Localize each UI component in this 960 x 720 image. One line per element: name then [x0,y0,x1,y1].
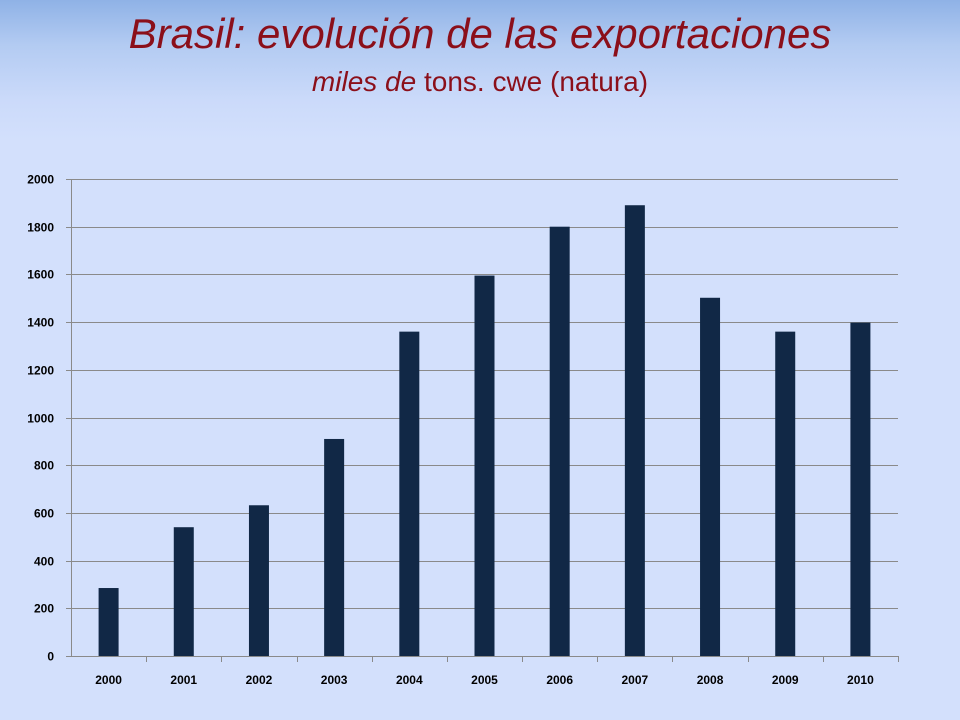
x-tick-label: 2010 [847,673,874,687]
bar-2005 [474,275,495,656]
y-tick-label: 1800 [27,221,54,235]
x-tick-label: 2002 [246,673,273,687]
slide-subtitle: miles de tons. cwe (natura) [0,66,960,98]
bar-2009 [775,331,796,656]
y-tick-label: 0 [47,650,54,664]
y-tick-label: 1200 [27,364,54,378]
y-tick-labels: 0 200 400 600 800 1000 1200 1400 1600 1800 2000 [27,173,54,664]
y-tick-label: 1600 [27,268,54,282]
bars [98,205,871,657]
axes [66,179,899,662]
x-tick-label: 2006 [546,673,573,687]
bar-2000 [98,588,119,656]
x-tick-label: 2009 [772,673,799,687]
bar-2007 [624,205,645,657]
x-tick-label: 2005 [471,673,498,687]
y-tick-label: 600 [34,507,54,521]
subtitle-rest: tons. cwe (natura) [416,66,649,97]
bar-2010 [850,322,871,656]
x-tick-label: 2007 [622,673,649,687]
y-tick-label: 200 [34,602,54,616]
bar-2001 [173,527,194,656]
x-tick-label: 2008 [697,673,724,687]
bar-2004 [399,331,420,656]
slide-title: Brasil: evolución de las exportaciones [128,10,832,57]
bar-2003 [324,438,345,656]
bar-2002 [248,505,269,656]
x-tick-label: 2003 [321,673,348,687]
subtitle-italic: miles de [311,66,417,97]
x-tick-labels: 2000 2001 2002 2003 2004 2005 2006 2007 2008 2009… [95,673,874,687]
title-block: Brasil: evolución de las exportaciones m… [0,0,960,120]
bar-2006 [549,226,570,656]
y-tick-label: 800 [34,459,54,473]
x-tick-label: 2000 [95,673,122,687]
y-tick-label: 400 [34,555,54,569]
y-tick-label: 1000 [27,412,54,426]
y-tick-label: 2000 [27,173,54,187]
x-tick-label: 2001 [170,673,197,687]
bar-2008 [700,297,721,656]
x-tick-label: 2004 [396,673,423,687]
y-tick-label: 1400 [27,316,54,330]
